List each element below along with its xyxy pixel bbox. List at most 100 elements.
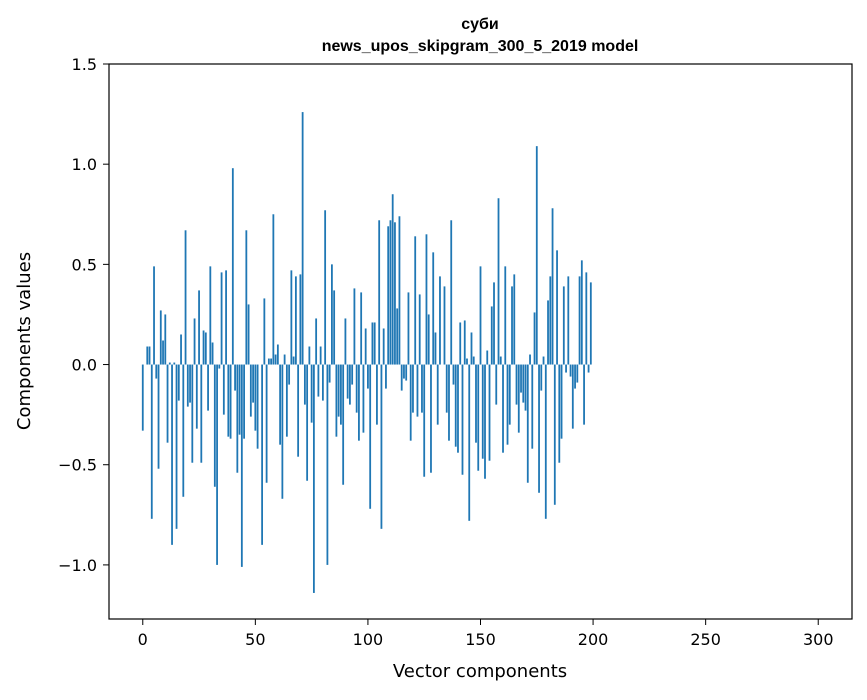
bar	[354, 288, 356, 364]
bar	[302, 112, 304, 364]
bar	[561, 365, 563, 439]
bar	[588, 365, 590, 373]
bar	[151, 365, 153, 519]
bar	[590, 282, 592, 364]
bar	[486, 351, 488, 365]
bar	[453, 365, 455, 385]
bar	[358, 365, 360, 441]
bar	[304, 365, 306, 405]
bar	[194, 318, 196, 364]
bar	[435, 332, 437, 364]
bar	[579, 276, 581, 364]
bar	[281, 365, 283, 499]
bar	[392, 194, 394, 364]
bar	[146, 347, 148, 365]
chart-title: суби	[461, 16, 499, 33]
bar	[482, 365, 484, 459]
bar	[306, 365, 308, 481]
bar	[257, 365, 259, 449]
bar	[198, 290, 200, 364]
bar	[554, 365, 556, 505]
bar	[313, 365, 315, 593]
bar	[399, 216, 401, 364]
bar	[527, 365, 529, 483]
bar	[200, 365, 202, 463]
bar	[288, 365, 290, 385]
bar	[439, 276, 441, 364]
bar	[421, 365, 423, 413]
bar	[583, 365, 585, 425]
x-tick-label: 0	[138, 630, 148, 649]
bar	[581, 260, 583, 364]
bar	[390, 220, 392, 364]
bar	[191, 365, 193, 463]
bar	[529, 355, 531, 365]
bar	[250, 365, 252, 417]
y-tick-label: −0.5	[58, 456, 97, 475]
bar	[209, 266, 211, 364]
bar	[558, 365, 560, 463]
bar	[223, 365, 225, 415]
bar	[563, 286, 565, 364]
bar	[484, 365, 486, 479]
bar	[444, 286, 446, 364]
bar	[284, 355, 286, 365]
bar	[254, 365, 256, 431]
bar	[176, 365, 178, 529]
bar	[403, 365, 405, 379]
bar	[347, 365, 349, 399]
bar	[324, 210, 326, 364]
bar	[369, 365, 371, 509]
bar	[480, 266, 482, 364]
bar	[455, 365, 457, 447]
bar	[500, 357, 502, 365]
bar	[383, 328, 385, 364]
bar	[574, 365, 576, 389]
bar	[381, 365, 383, 529]
bar	[489, 365, 491, 461]
chart-subtitle: news_upos_skipgram_300_5_2019 model	[322, 38, 639, 55]
x-axis-label: Vector components	[393, 661, 567, 682]
bar	[495, 365, 497, 405]
bar	[471, 332, 473, 364]
y-axis: −1.0−0.50.00.51.01.5	[58, 55, 109, 575]
bar	[419, 294, 421, 364]
bar	[414, 236, 416, 364]
bar	[426, 234, 428, 364]
bar	[232, 168, 234, 364]
bar	[585, 272, 587, 364]
bar	[227, 365, 229, 437]
bar	[214, 365, 216, 487]
bar	[401, 365, 403, 391]
x-tick-label: 300	[803, 630, 834, 649]
bar	[545, 365, 547, 519]
bar	[311, 365, 313, 423]
bar	[245, 230, 247, 364]
bar	[266, 365, 268, 483]
bar	[534, 312, 536, 364]
bar	[372, 322, 374, 364]
bar	[387, 226, 389, 364]
bar	[468, 365, 470, 521]
bar	[516, 365, 518, 405]
bar	[412, 365, 414, 413]
bar	[236, 365, 238, 473]
bar	[182, 365, 184, 497]
bar	[263, 298, 265, 364]
bar	[378, 220, 380, 364]
bar	[502, 365, 504, 453]
bar	[450, 220, 452, 364]
bar	[180, 334, 182, 364]
bar	[405, 365, 407, 381]
bar	[149, 347, 151, 365]
bar	[241, 365, 243, 567]
bar	[536, 146, 538, 364]
bar	[178, 365, 180, 401]
bar	[279, 365, 281, 445]
bar	[243, 365, 245, 439]
bar	[525, 365, 527, 411]
bar	[286, 365, 288, 437]
bar	[171, 365, 173, 545]
